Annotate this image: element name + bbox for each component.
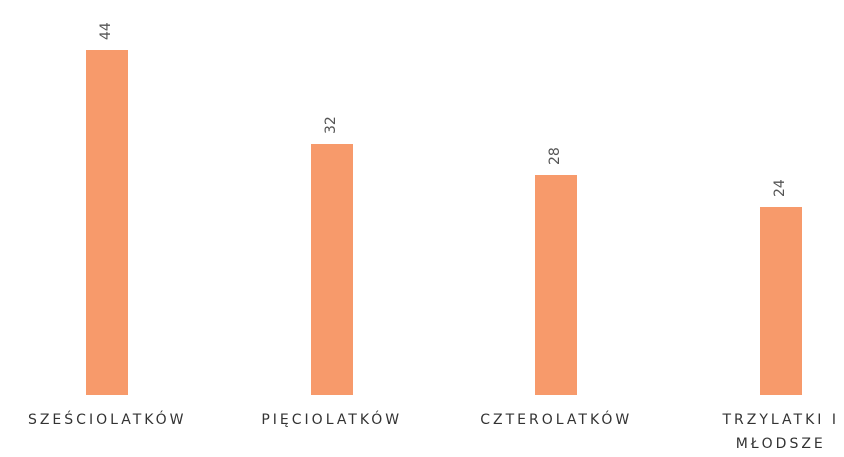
bar	[759, 206, 802, 395]
bar	[310, 144, 353, 395]
bar	[86, 50, 129, 395]
x-tick-label: TRZYLATKI I MŁODSZE	[722, 412, 839, 452]
x-tick-label: SZEŚCIOLATKÓW	[27, 412, 187, 428]
value-label: 24	[771, 178, 788, 197]
x-tick-label: CZTEROLATKÓW	[480, 412, 633, 428]
bar	[535, 175, 578, 395]
x-tick-label: PIĘCIOLATKÓW	[261, 412, 403, 428]
value-label: 28	[547, 147, 564, 166]
value-label: 32	[322, 116, 339, 135]
value-label: 44	[98, 22, 115, 40]
